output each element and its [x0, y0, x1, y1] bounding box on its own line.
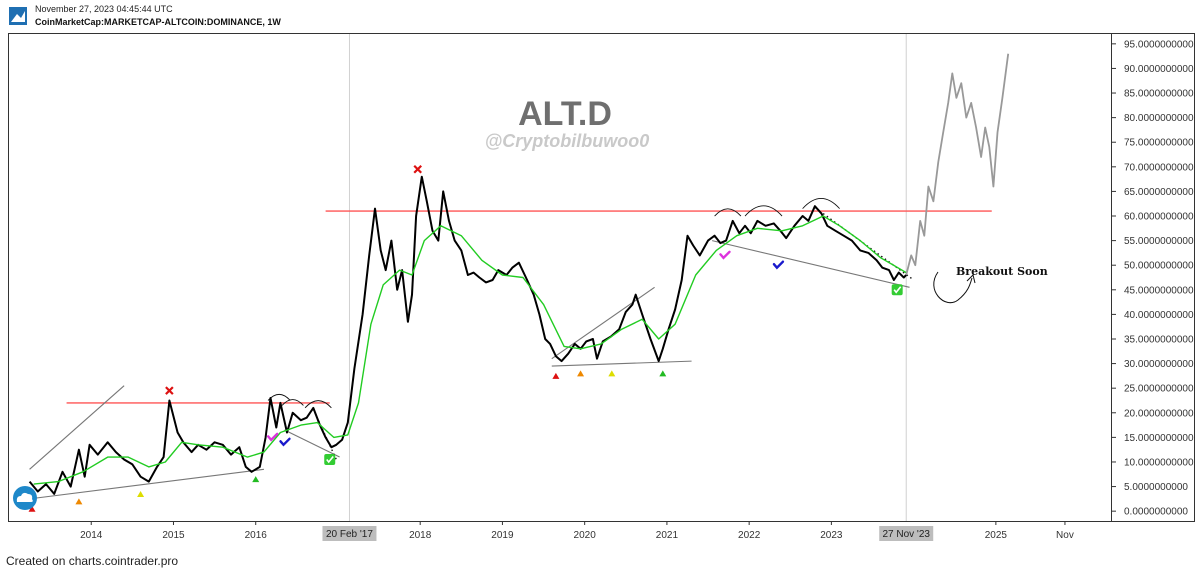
y-tick-label-0: 95.0000000000: [1124, 39, 1194, 50]
svg-text:20 Feb '17: 20 Feb '17: [326, 529, 373, 540]
series-group: [28, 53, 1010, 495]
watermark-title: ALT.D: [518, 95, 612, 133]
trendline-line-3: [29, 468, 265, 500]
x-tick-label-7: 2022: [738, 530, 761, 541]
x-axis-ticks: 2014 2015 2016 2018 2019 2020 2021 2022 2023 2025…: [80, 521, 1074, 541]
projection-series-line: [905, 53, 1010, 276]
footer-credit: Created on charts.cointrader.pro: [6, 554, 179, 568]
pattern-arc-4: [744, 205, 783, 217]
trendline-line-2: [29, 385, 125, 470]
y-tick-label-14: 25.0000000000: [1124, 384, 1194, 395]
check-marker-13: [279, 437, 291, 447]
x-tick-label-1: 2015: [162, 530, 185, 541]
x-highlight-label-1: 27 Nov '23: [879, 526, 934, 541]
x-tick-label-2: 2016: [245, 530, 268, 541]
y-tick-label-5: 70.0000000000: [1124, 162, 1194, 173]
ma-series-line: [33, 215, 907, 485]
breakout-arrowhead: [966, 274, 976, 284]
breakout-arrow: [933, 271, 973, 304]
check-box-marker-11: [891, 284, 903, 296]
pattern-arc-5: [802, 198, 840, 209]
y-tick-label-4: 75.0000000000: [1124, 138, 1194, 149]
y-tick-label-2: 85.0000000000: [1124, 89, 1194, 100]
triangle-marker-6: [608, 370, 616, 377]
triangle-marker-0: [28, 505, 36, 512]
x-tick-label-8: 2023: [820, 530, 843, 541]
trendline-line-7: [712, 240, 910, 288]
y-tick-label-16: 15.0000000000: [1124, 433, 1194, 444]
x-tick-label-9: 2025: [985, 530, 1008, 541]
check-marker-12: [266, 432, 279, 442]
y-tick-label-7: 60.0000000000: [1124, 212, 1194, 223]
timestamp: November 27, 2023 04:45:44 UTC: [35, 4, 173, 14]
chart-header: November 27, 2023 04:45:44 UTC CoinMarke…: [0, 0, 1200, 32]
y-tick-label-8: 55.0000000000: [1124, 236, 1194, 247]
markers-group: [28, 164, 903, 512]
y-tick-label-6: 65.0000000000: [1124, 187, 1194, 198]
x-tick-label-4: 2019: [491, 530, 514, 541]
cloud-icon[interactable]: [13, 486, 37, 510]
check-marker-14: [719, 250, 731, 260]
y-tick-label-10: 45.0000000000: [1124, 285, 1194, 296]
y-axis-frame: [1111, 33, 1195, 522]
y-tick-label-13: 30.0000000000: [1124, 359, 1194, 370]
triangle-marker-5: [577, 370, 585, 377]
breakout-label: Breakout Soon: [956, 265, 1048, 278]
svg-text:27 Nov '23: 27 Nov '23: [882, 529, 930, 540]
y-tick-label-1: 90.0000000000: [1124, 64, 1194, 75]
y-tick-label-15: 20.0000000000: [1124, 408, 1194, 419]
x-tick-label-10: Nov: [1056, 530, 1074, 541]
trendline-line-4: [284, 429, 340, 458]
y-tick-label-12: 35.0000000000: [1124, 334, 1194, 345]
triangle-marker-2: [137, 490, 145, 497]
triangle-marker-7: [659, 370, 667, 377]
check-marker-15: [772, 260, 785, 270]
chart[interactable]: ALT.D @Cryptobilbuwoo0 Breakout Soon 95.…: [0, 0, 1200, 548]
x-highlight-label-0: 20 Feb '17: [322, 526, 377, 541]
x-tick-label-5: 2020: [574, 530, 597, 541]
x-axis-highlights: 20 Feb '17 27 Nov '23: [322, 526, 934, 541]
x-tick-label-3: 2018: [409, 530, 432, 541]
triangle-marker-4: [552, 372, 560, 379]
pattern-arc-1: [281, 399, 304, 406]
y-tick-label-9: 50.0000000000: [1124, 261, 1194, 272]
cointrader-logo-icon: [9, 7, 27, 25]
check-box-marker-10: [324, 454, 336, 466]
y-axis-ticks: 95.0000000000 90.0000000000 85.0000000000 8…: [1111, 39, 1194, 518]
y-tick-label-11: 40.0000000000: [1124, 310, 1194, 321]
price-series-line: [28, 175, 907, 495]
watermark-handle: @Cryptobilbuwoo0: [485, 131, 650, 151]
y-tick-label-18: 5.0000000000: [1124, 482, 1188, 493]
y-tick-label-17: 10.0000000000: [1124, 457, 1194, 468]
x-tick-label-6: 2021: [656, 530, 679, 541]
x-tick-label-0: 2014: [80, 530, 103, 541]
trendline-line-6: [551, 360, 692, 367]
pattern-arc-2: [304, 400, 332, 409]
x-marker-8: [165, 386, 174, 395]
x-marker-9: [413, 164, 423, 174]
triangle-marker-3: [252, 476, 260, 483]
pattern-arc-3: [714, 208, 742, 217]
drawn-lines: [29, 210, 992, 500]
symbol-label: CoinMarketCap:MARKETCAP-ALTCOIN:DOMINANC…: [35, 17, 281, 27]
y-tick-label-19: 0.0000000000: [1124, 507, 1188, 518]
trendline-line-5: [551, 286, 655, 360]
y-tick-label-3: 80.0000000000: [1124, 113, 1194, 124]
triangle-marker-1: [75, 498, 83, 505]
